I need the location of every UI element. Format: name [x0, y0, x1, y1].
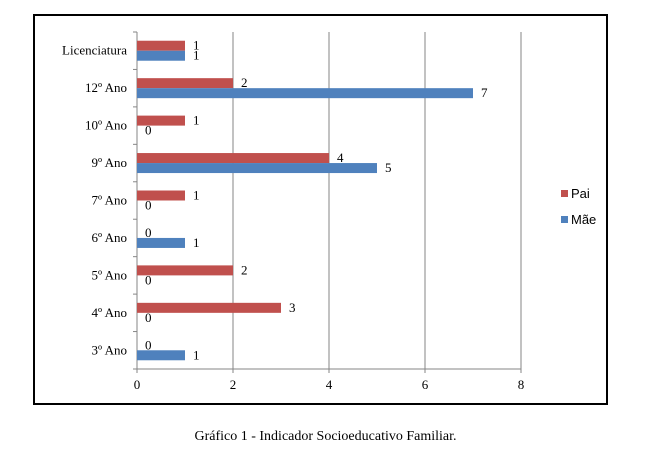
x-tick-label: 4: [326, 377, 333, 392]
bar-mãe: [137, 163, 377, 174]
y-tick-label: 3º Ano: [92, 342, 127, 357]
x-tick-label: 6: [422, 377, 429, 392]
x-tick-label: 2: [230, 377, 237, 392]
bar-pai: [137, 153, 329, 164]
legend-swatch-mãe: [561, 216, 568, 223]
legend-swatch-pai: [561, 190, 568, 197]
data-label: 1: [193, 38, 200, 53]
bar-pai: [137, 265, 233, 276]
data-label: 3: [289, 300, 296, 315]
y-tick-label: 4º Ano: [92, 305, 127, 320]
data-label: 0: [145, 225, 152, 240]
y-tick-label: 9º Ano: [92, 155, 127, 170]
y-tick-label: 6º Ano: [92, 230, 127, 245]
legend-label: Pai: [571, 186, 590, 201]
y-tick-label: 10º Ano: [85, 118, 127, 133]
data-label: 0: [145, 198, 152, 213]
chart-frame: 0 2 4 6 8 Licenciatura 1 1 12º Ano 2 7 10º Ano 1 0 9º …: [33, 14, 608, 405]
y-tick-label: 7º Ano: [92, 193, 127, 208]
bar-mãe: [137, 88, 473, 99]
data-label: 1: [193, 113, 200, 128]
bar-mãe: [137, 237, 185, 248]
data-label: 0: [145, 272, 152, 287]
data-label: 0: [145, 310, 152, 325]
data-label: 4: [337, 150, 344, 165]
data-label: 1: [193, 235, 200, 250]
legend-label: Mãe: [571, 212, 596, 227]
bar-pai: [137, 40, 185, 51]
bar-pai: [137, 190, 185, 201]
data-label: 5: [385, 160, 392, 175]
y-tick-label: 12º Ano: [85, 80, 127, 95]
x-tick-label: 0: [134, 377, 141, 392]
y-tick-label: Licenciatura: [62, 43, 127, 58]
data-label: 1: [193, 48, 200, 63]
data-label: 2: [241, 262, 248, 277]
x-tick-label: 8: [518, 377, 525, 392]
bar-mãe: [137, 350, 185, 361]
bar-mãe: [137, 50, 185, 61]
figure-caption: Gráfico 1 - Indicador Socioeducativo Fam…: [194, 429, 457, 444]
bar-pai: [137, 302, 281, 313]
data-label: 1: [193, 347, 200, 362]
data-label: 1: [193, 188, 200, 203]
data-label: 7: [481, 85, 488, 100]
data-label: 0: [145, 337, 152, 352]
data-label: 2: [241, 75, 248, 90]
bar-pai: [137, 78, 233, 89]
data-label: 0: [145, 123, 152, 138]
bar-pai: [137, 115, 185, 126]
y-tick-label: 5º Ano: [92, 267, 127, 282]
